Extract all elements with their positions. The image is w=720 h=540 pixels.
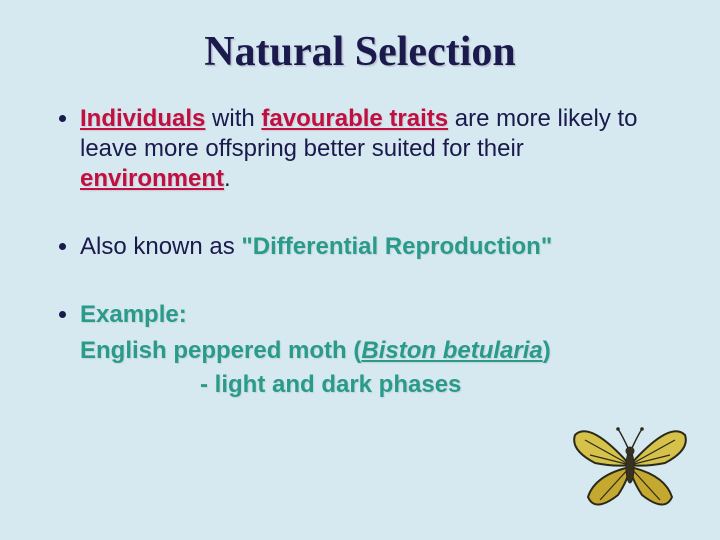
text-light-dark-phases: - light and dark phases	[200, 370, 670, 400]
bullet-list: Individuals with favourable traits are m…	[50, 104, 670, 400]
butterfly-icon	[570, 415, 690, 515]
term-differential-reproduction: "Differential Reproduction"	[241, 233, 552, 260]
keyword-individuals: Individuals	[80, 105, 205, 132]
latin-name: Biston betularia	[361, 337, 542, 364]
text-period: .	[224, 165, 231, 192]
slide: Natural Selection Individuals with favou…	[0, 0, 720, 540]
text-with: with	[205, 105, 261, 132]
paren-close: )	[543, 337, 551, 364]
bullet-1: Individuals with favourable traits are m…	[80, 104, 670, 194]
bullet-2: Also known as "Differential Reproduction…	[80, 232, 670, 262]
keyword-favourable-traits: favourable traits	[261, 105, 448, 132]
text-also-known-as: Also known as	[80, 233, 241, 260]
label-example: Example:	[80, 301, 187, 328]
keyword-environment: environment	[80, 165, 224, 192]
example-line: English peppered moth (Biston betularia)	[80, 336, 670, 366]
slide-title: Natural Selection	[50, 28, 670, 76]
text-english-peppered-moth: English peppered moth	[80, 337, 353, 364]
bullet-3: Example: English peppered moth (Biston b…	[80, 300, 670, 400]
